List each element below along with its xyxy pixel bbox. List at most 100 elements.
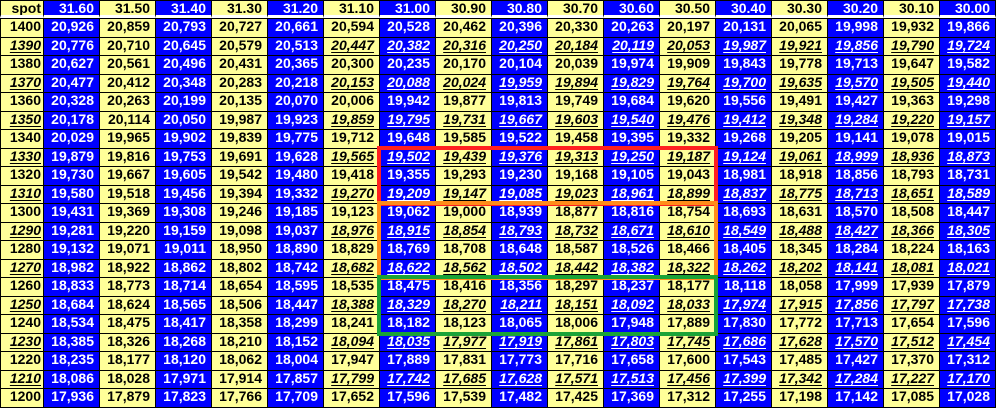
column-header[interactable]: 31.60 xyxy=(43,0,100,18)
table-cell[interactable]: 19,790 xyxy=(883,37,940,56)
table-cell[interactable]: 18,329 xyxy=(379,296,436,315)
table-cell[interactable]: 18,976 xyxy=(323,222,380,241)
table-cell[interactable]: 19,921 xyxy=(771,37,828,56)
table-cell[interactable]: 17,797 xyxy=(883,296,940,315)
table-cell[interactable]: 20,114 xyxy=(99,111,156,130)
table-cell[interactable]: 19,293 xyxy=(435,166,492,186)
table-cell[interactable]: 18,475 xyxy=(99,314,156,334)
table-cell[interactable]: 19,476 xyxy=(659,111,716,130)
table-cell[interactable]: 17,803 xyxy=(603,333,660,352)
table-cell[interactable]: 18,982 xyxy=(43,259,100,278)
table-cell[interactable]: 20,727 xyxy=(211,18,268,38)
table-cell[interactable]: 18,385 xyxy=(43,333,100,352)
table-cell[interactable]: 20,594 xyxy=(323,18,380,38)
table-cell[interactable]: 17,600 xyxy=(659,351,716,371)
table-cell[interactable]: 19,369 xyxy=(99,203,156,223)
table-cell[interactable]: 19,187 xyxy=(659,148,716,167)
table-cell[interactable]: 19,230 xyxy=(491,166,548,186)
table-cell[interactable]: 19,395 xyxy=(603,129,660,149)
table-cell[interactable]: 19,332 xyxy=(267,185,324,204)
table-cell[interactable]: 18,773 xyxy=(99,277,156,297)
table-cell[interactable]: 18,284 xyxy=(827,240,884,260)
table-cell[interactable]: 17,570 xyxy=(827,333,884,352)
table-cell[interactable]: 18,595 xyxy=(267,277,324,297)
table-cell[interactable]: 20,316 xyxy=(435,37,492,56)
table-cell[interactable]: 18,427 xyxy=(827,222,884,241)
column-header[interactable]: 31.10 xyxy=(323,0,380,18)
table-cell[interactable]: 19,902 xyxy=(155,129,212,149)
table-cell[interactable]: 19,570 xyxy=(827,74,884,93)
table-cell[interactable]: 18,829 xyxy=(323,240,380,260)
table-cell[interactable]: 19,856 xyxy=(827,37,884,56)
table-cell[interactable]: 20,300 xyxy=(323,55,380,75)
table-cell[interactable]: 18,922 xyxy=(99,259,156,278)
table-cell[interactable]: 19,775 xyxy=(267,129,324,149)
table-cell[interactable]: 20,328 xyxy=(43,92,100,112)
table-cell[interactable]: 20,170 xyxy=(435,55,492,75)
table-cell[interactable]: 18,890 xyxy=(267,240,324,260)
table-cell[interactable]: 18,366 xyxy=(883,222,940,241)
table-cell[interactable]: 18,382 xyxy=(603,259,660,278)
table-cell[interactable]: 19,505 xyxy=(883,74,940,93)
column-header[interactable]: 31.50 xyxy=(99,0,156,18)
table-cell[interactable]: 17,823 xyxy=(155,388,212,408)
table-cell[interactable]: 17,971 xyxy=(155,370,212,389)
table-cell[interactable]: 18,094 xyxy=(323,333,380,352)
table-cell[interactable]: 20,065 xyxy=(771,18,828,38)
table-cell[interactable]: 18,442 xyxy=(547,259,604,278)
table-cell[interactable]: 17,454 xyxy=(939,333,996,352)
table-cell[interactable]: 18,651 xyxy=(883,185,940,204)
table-cell[interactable]: 17,456 xyxy=(659,370,716,389)
table-cell[interactable]: 17,028 xyxy=(939,388,996,408)
table-cell[interactable]: 19,879 xyxy=(43,148,100,167)
table-cell[interactable]: 19,157 xyxy=(939,111,996,130)
table-cell[interactable]: 17,085 xyxy=(883,388,940,408)
table-cell[interactable]: 20,661 xyxy=(267,18,324,38)
table-cell[interactable]: 17,427 xyxy=(827,351,884,371)
table-cell[interactable]: 19,332 xyxy=(659,129,716,149)
table-cell[interactable]: 19,141 xyxy=(827,129,884,149)
table-cell[interactable]: 19,731 xyxy=(435,111,492,130)
table-cell[interactable]: 17,889 xyxy=(379,351,436,371)
table-cell[interactable]: 18,006 xyxy=(547,314,604,334)
table-cell[interactable]: 18,742 xyxy=(267,259,324,278)
table-cell[interactable]: 18,356 xyxy=(491,277,548,297)
table-cell[interactable]: 19,043 xyxy=(659,166,716,186)
table-cell[interactable]: 20,348 xyxy=(155,74,212,93)
table-cell[interactable]: 17,830 xyxy=(715,314,772,334)
table-cell[interactable]: 17,628 xyxy=(491,370,548,389)
table-cell[interactable]: 18,182 xyxy=(379,314,436,334)
table-cell[interactable]: 19,348 xyxy=(771,111,828,130)
table-cell[interactable]: 18,610 xyxy=(659,222,716,241)
table-cell[interactable]: 19,648 xyxy=(379,129,436,149)
table-cell[interactable]: 18,793 xyxy=(491,222,548,241)
table-cell[interactable]: 19,753 xyxy=(155,148,212,167)
table-cell[interactable]: 18,305 xyxy=(939,222,996,241)
table-cell[interactable]: 19,959 xyxy=(491,74,548,93)
table-cell[interactable]: 19,518 xyxy=(99,185,156,204)
table-cell[interactable]: 18,589 xyxy=(939,185,996,204)
table-cell[interactable]: 17,772 xyxy=(771,314,828,334)
table-cell[interactable]: 17,654 xyxy=(883,314,940,334)
table-cell[interactable]: 20,365 xyxy=(267,55,324,75)
table-cell[interactable]: 17,889 xyxy=(659,314,716,334)
table-cell[interactable]: 19,159 xyxy=(155,222,212,241)
table-cell[interactable]: 19,859 xyxy=(323,111,380,130)
table-cell[interactable]: 18,345 xyxy=(771,240,828,260)
table-cell[interactable]: 17,745 xyxy=(659,333,716,352)
table-cell[interactable]: 17,312 xyxy=(659,388,716,408)
table-cell[interactable]: 19,667 xyxy=(99,166,156,186)
table-cell[interactable]: 19,427 xyxy=(827,92,884,112)
table-cell[interactable]: 19,123 xyxy=(323,203,380,223)
table-cell[interactable]: 20,006 xyxy=(323,92,380,112)
table-cell[interactable]: 20,859 xyxy=(99,18,156,38)
table-cell[interactable]: 20,070 xyxy=(267,92,324,112)
table-cell[interactable]: 18,120 xyxy=(155,351,212,371)
table-cell[interactable]: 20,627 xyxy=(43,55,100,75)
table-cell[interactable]: 20,462 xyxy=(435,18,492,38)
table-cell[interactable]: 18,682 xyxy=(323,259,380,278)
table-cell[interactable]: 19,313 xyxy=(547,148,604,167)
table-cell[interactable]: 20,039 xyxy=(547,55,604,75)
table-cell[interactable]: 18,417 xyxy=(155,314,212,334)
table-cell[interactable]: 19,829 xyxy=(603,74,660,93)
